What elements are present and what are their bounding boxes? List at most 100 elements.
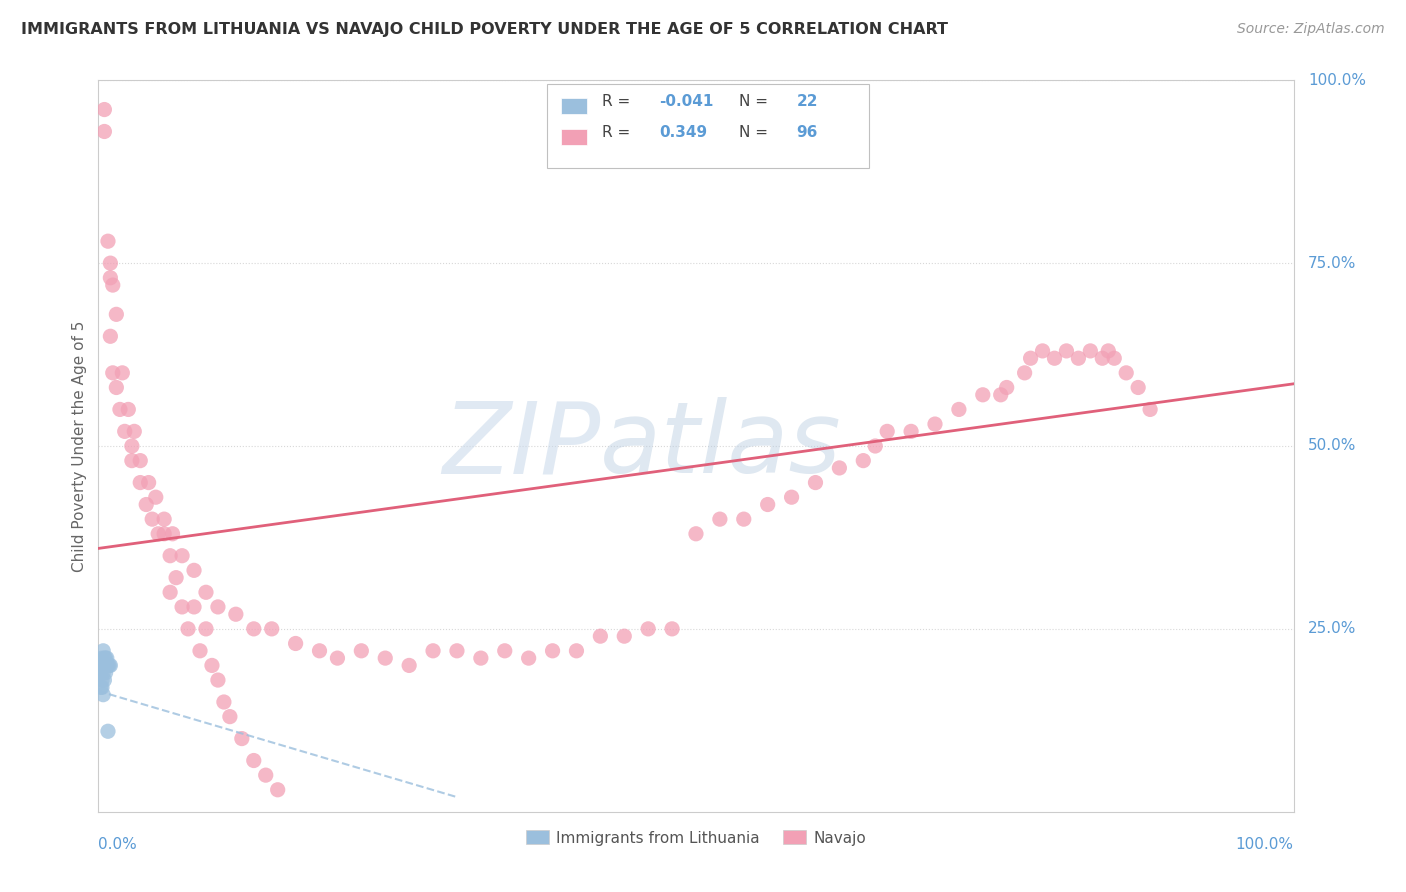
Point <box>948 402 970 417</box>
Point <box>129 475 152 490</box>
Point <box>165 571 187 585</box>
Point <box>828 461 851 475</box>
Point <box>422 644 444 658</box>
Point <box>105 380 128 394</box>
Point <box>148 526 170 541</box>
Point <box>243 754 266 768</box>
Point <box>93 651 115 665</box>
Point <box>159 585 181 599</box>
Point <box>97 234 120 248</box>
Point <box>876 425 898 439</box>
Point <box>374 651 396 665</box>
Point <box>637 622 659 636</box>
Point <box>177 622 200 636</box>
Point <box>865 439 887 453</box>
Point <box>124 425 146 439</box>
Point <box>1091 351 1114 366</box>
Point <box>1014 366 1036 380</box>
Point <box>243 622 266 636</box>
Point <box>98 658 122 673</box>
Text: 50.0%: 50.0% <box>1308 439 1357 453</box>
Point <box>129 453 152 467</box>
Text: 22: 22 <box>796 94 818 109</box>
Point <box>162 526 184 541</box>
Point <box>780 490 803 504</box>
Text: N =: N = <box>740 125 773 140</box>
Point <box>685 526 707 541</box>
Text: 75.0%: 75.0% <box>1308 256 1357 270</box>
Point <box>1139 402 1161 417</box>
Point <box>117 402 139 417</box>
Y-axis label: Child Poverty Under the Age of 5: Child Poverty Under the Age of 5 <box>72 320 87 572</box>
Point <box>613 629 636 643</box>
Point <box>284 636 307 650</box>
Point <box>589 629 612 643</box>
Point <box>661 622 683 636</box>
Point <box>1097 343 1119 358</box>
Point <box>94 665 117 680</box>
Text: IMMIGRANTS FROM LITHUANIA VS NAVAJO CHILD POVERTY UNDER THE AGE OF 5 CORRELATION: IMMIGRANTS FROM LITHUANIA VS NAVAJO CHIL… <box>21 22 948 37</box>
Point <box>101 278 124 293</box>
Point <box>153 526 176 541</box>
Point <box>108 402 131 417</box>
Point <box>105 307 128 321</box>
Text: 0.349: 0.349 <box>659 125 707 140</box>
Point <box>446 644 468 658</box>
Point <box>183 563 205 577</box>
Text: N =: N = <box>740 94 773 109</box>
Point <box>93 673 115 687</box>
Point <box>101 366 124 380</box>
Point <box>96 651 118 665</box>
Point <box>254 768 277 782</box>
Point <box>91 673 114 687</box>
Point <box>212 695 235 709</box>
Point <box>98 270 122 285</box>
Point <box>1019 351 1042 366</box>
Point <box>201 658 224 673</box>
Point <box>852 453 875 467</box>
Point <box>225 607 247 622</box>
Point <box>709 512 731 526</box>
Point <box>494 644 516 658</box>
Point <box>924 417 946 431</box>
Point <box>1115 366 1137 380</box>
Point <box>159 549 181 563</box>
Point <box>990 388 1012 402</box>
Point <box>1080 343 1102 358</box>
Point <box>93 124 115 138</box>
Point <box>183 599 205 614</box>
Point <box>1104 351 1126 366</box>
Text: 100.0%: 100.0% <box>1236 838 1294 853</box>
Point <box>91 688 114 702</box>
Point <box>172 599 194 614</box>
Point <box>995 380 1018 394</box>
Point <box>90 681 112 695</box>
Point <box>94 651 117 665</box>
Text: 100.0%: 100.0% <box>1308 73 1365 87</box>
Point <box>114 425 136 439</box>
Point <box>350 644 373 658</box>
Point <box>91 651 114 665</box>
Point <box>541 644 564 658</box>
Point <box>1128 380 1150 394</box>
Point <box>98 329 122 343</box>
Point <box>91 665 114 680</box>
Text: 0.0%: 0.0% <box>98 838 138 853</box>
Point <box>1067 351 1090 366</box>
Point <box>195 585 218 599</box>
Point <box>219 709 242 723</box>
Point <box>756 498 779 512</box>
Text: 96: 96 <box>796 125 818 140</box>
Point <box>91 644 114 658</box>
Point <box>121 439 143 453</box>
Text: ZIP: ZIP <box>441 398 600 494</box>
Text: R =: R = <box>602 125 634 140</box>
Point <box>172 549 194 563</box>
Point <box>195 622 218 636</box>
Point <box>94 658 117 673</box>
Text: atlas: atlas <box>600 398 842 494</box>
Point <box>91 658 114 673</box>
Point <box>135 498 157 512</box>
Point <box>98 658 121 673</box>
Point <box>138 475 160 490</box>
